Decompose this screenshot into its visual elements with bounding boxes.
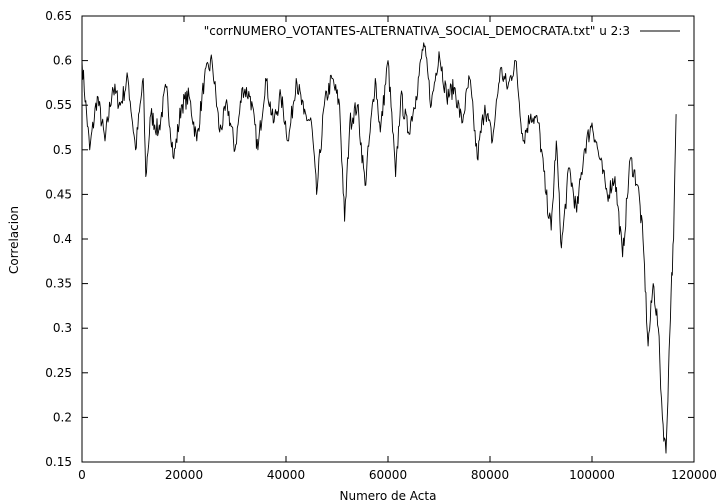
y-tick-label: 0.25: [45, 366, 72, 380]
x-tick-label: 80000: [471, 468, 509, 482]
y-tick-label: 0.6: [53, 54, 72, 68]
x-tick-label: 120000: [671, 468, 717, 482]
y-tick-label: 0.45: [45, 187, 72, 201]
x-tick-labels: 0 20000 40000 60000 80000 100000 120000: [78, 468, 717, 482]
y-tick-label: 0.15: [45, 455, 72, 469]
series-line: [81, 42, 677, 454]
y-tick-label: 0.4: [53, 232, 72, 246]
y-tick-labels: 0.15 0.2 0.25 0.3 0.35 0.4 0.45 0.5 0.55 0.6 0.65: [45, 9, 72, 469]
x-tick-label: 60000: [369, 468, 407, 482]
y-tick-label: 0.65: [45, 9, 72, 23]
x-tick-label: 20000: [165, 468, 203, 482]
plot-frame: [81, 15, 695, 463]
y-tick-label: 0.55: [45, 98, 72, 112]
legend: "corrNUMERO_VOTANTES-ALTERNATIVA_SOCIAL_…: [204, 24, 680, 38]
x-tick-label: 40000: [267, 468, 305, 482]
axis-ticks: [81, 15, 695, 463]
x-axis-label: Numero de Acta: [340, 489, 437, 503]
y-tick-label: 0.5: [53, 143, 72, 157]
y-tick-label: 0.3: [53, 321, 72, 335]
y-tick-label: 0.2: [53, 410, 72, 424]
y-axis-label: Correlacion: [7, 206, 21, 274]
x-tick-label: 100000: [569, 468, 615, 482]
y-tick-label: 0.35: [45, 277, 72, 291]
x-tick-label: 0: [78, 468, 86, 482]
legend-label: "corrNUMERO_VOTANTES-ALTERNATIVA_SOCIAL_…: [204, 24, 630, 38]
